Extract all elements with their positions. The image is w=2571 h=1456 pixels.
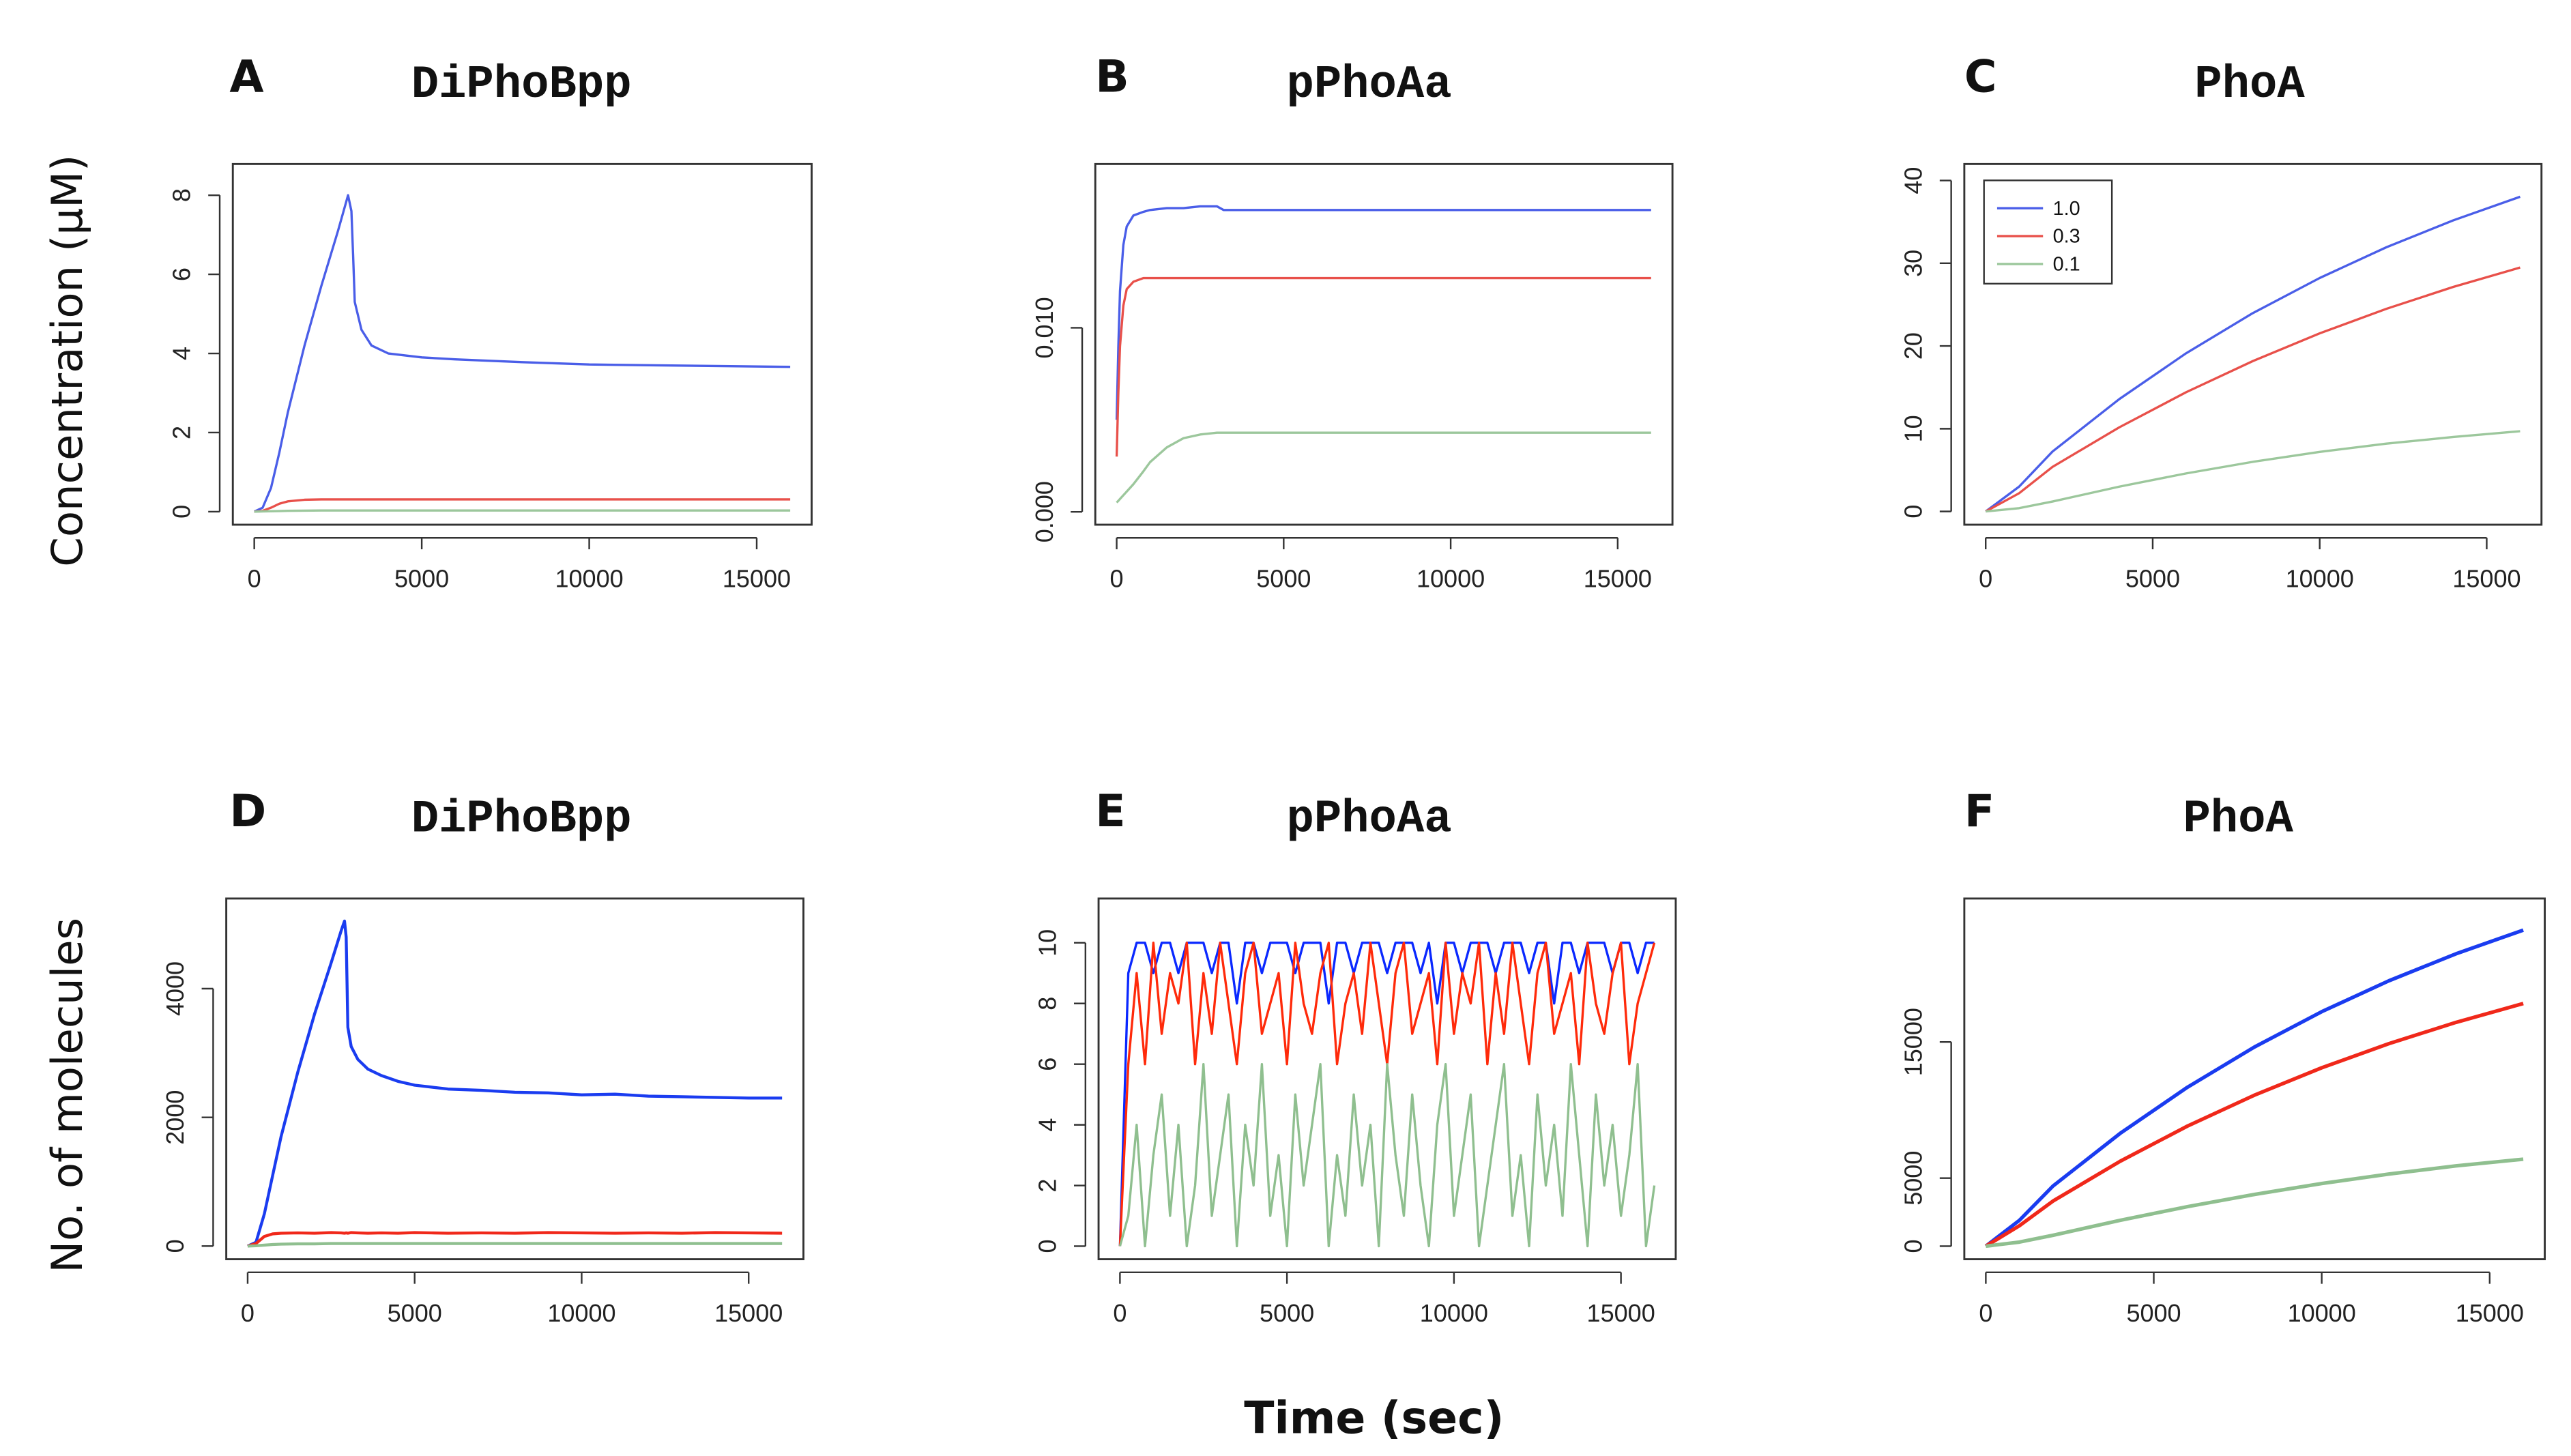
y-tick-label: 0: [1899, 1239, 1927, 1253]
y-tick-label: 0: [168, 505, 196, 519]
y-tick-label: 2: [1034, 1179, 1062, 1193]
x-tick-label: 5000: [388, 1299, 442, 1327]
legend-label: 1.0: [2053, 198, 2080, 220]
y-tick-label: 8: [1034, 997, 1062, 1010]
y-tick-label: 10: [1899, 415, 1927, 442]
data-line: [1115, 276, 1651, 457]
legend-label: 0.3: [2053, 226, 2080, 248]
x-tick-label: 0: [1979, 1299, 1992, 1327]
y-tick-label: 10: [1034, 929, 1062, 957]
data-line: [1986, 430, 2521, 513]
x-tick-label: 0: [1979, 564, 1992, 592]
panel-title: pPhoAa: [1286, 59, 1451, 111]
panel-title: PhoA: [2194, 59, 2305, 111]
x-tick-label: 0: [248, 564, 261, 592]
data-line: [254, 509, 791, 513]
y-tick-label: 4000: [161, 961, 189, 1016]
y-tick-label: 8: [168, 188, 196, 202]
x-tick-label: 15000: [714, 1299, 783, 1327]
data-line: [1985, 195, 2521, 512]
x-tick-label: 5000: [2125, 564, 2180, 592]
x-axis-title: Time (sec): [1244, 1393, 1504, 1444]
x-tick-label: 5000: [2126, 1299, 2181, 1327]
y-tick-label: 15000: [1899, 1008, 1927, 1076]
y-tick-label: 6: [168, 267, 196, 281]
x-tick-label: 15000: [2452, 564, 2521, 592]
x-tick-label: 10000: [547, 1299, 615, 1327]
data-line: [247, 1231, 783, 1248]
y-tick-label: 4: [168, 347, 196, 360]
panel-letter: D: [229, 786, 266, 837]
plot-frame: [1963, 162, 2543, 526]
plot-frame: [1963, 897, 2546, 1261]
panel-letter: B: [1095, 52, 1129, 103]
plot-frame: [1097, 897, 1677, 1261]
data-line: [247, 1242, 783, 1248]
panel-title: DiPhoBpp: [411, 793, 632, 845]
y-tick-label: 2: [168, 426, 196, 439]
x-tick-label: 5000: [394, 564, 449, 592]
plot-frame: [1094, 162, 1674, 526]
x-tick-label: 10000: [555, 564, 623, 592]
y-tick-label: 0: [161, 1239, 189, 1253]
y-tick-label: 40: [1899, 167, 1927, 194]
panel-letter: C: [1964, 52, 1997, 103]
x-tick-label: 10000: [2286, 564, 2354, 592]
legend-label: 0.1: [2053, 254, 2080, 276]
panel-title: DiPhoBpp: [411, 59, 632, 111]
x-tick-label: 15000: [1584, 564, 1652, 592]
x-tick-label: 5000: [1260, 1299, 1314, 1327]
panel-letter: E: [1095, 786, 1125, 837]
y-tick-label: 0.010: [1030, 297, 1058, 358]
legend-box: [1983, 179, 2113, 285]
data-line: [1118, 942, 1655, 1247]
x-tick-label: 10000: [1420, 1299, 1488, 1327]
data-line: [1118, 1063, 1656, 1248]
x-tick-label: 0: [1110, 564, 1124, 592]
x-tick-label: 15000: [1587, 1299, 1655, 1327]
x-tick-label: 10000: [1417, 564, 1485, 592]
data-line: [1984, 1002, 2524, 1248]
plot-frame: [231, 162, 813, 526]
panel-title: PhoA: [2183, 793, 2293, 845]
y-tick-label: 20: [1899, 332, 1927, 360]
y-tick-label: 4: [1034, 1118, 1062, 1132]
data-line: [1986, 1157, 2524, 1249]
y-tick-label: 0: [1899, 505, 1927, 519]
x-tick-label: 0: [1113, 1299, 1127, 1327]
panel-letter: F: [1964, 786, 1994, 837]
y-tick-label: 6: [1034, 1058, 1062, 1071]
y-tick-label: 5000: [1899, 1151, 1927, 1206]
y-tick-label: 0.000: [1030, 481, 1058, 542]
data-line: [253, 194, 791, 513]
y-tick-label: 0: [1034, 1239, 1062, 1253]
y-axis-title: No. of molecules: [42, 918, 92, 1273]
data-line: [1984, 928, 2524, 1248]
x-tick-label: 15000: [2456, 1299, 2524, 1327]
data-line: [1115, 205, 1651, 420]
x-tick-label: 5000: [1256, 564, 1311, 592]
x-tick-label: 15000: [723, 564, 791, 592]
y-tick-label: 2000: [161, 1090, 189, 1145]
data-line: [1116, 431, 1651, 504]
plot-frame: [225, 897, 804, 1261]
panel-title: pPhoAa: [1286, 793, 1451, 845]
x-tick-label: 10000: [2288, 1299, 2356, 1327]
data-line: [247, 919, 783, 1248]
panel-letter: A: [229, 52, 263, 103]
data-line: [1985, 266, 2521, 513]
y-axis-title: Concentration (μM): [42, 155, 92, 567]
y-tick-label: 30: [1899, 250, 1927, 277]
data-line: [254, 498, 791, 513]
x-tick-label: 0: [241, 1299, 255, 1327]
